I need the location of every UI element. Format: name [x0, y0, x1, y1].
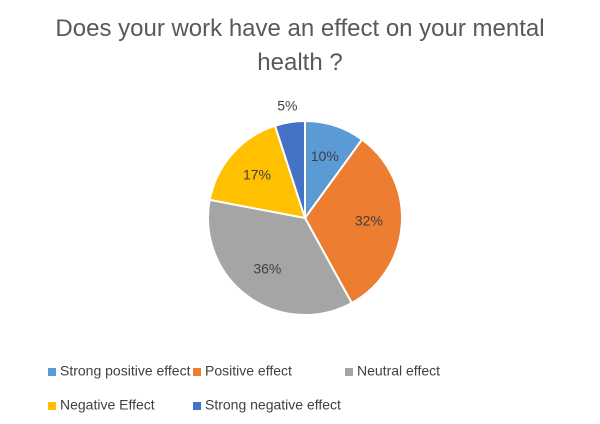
data-label: 5%: [277, 98, 297, 114]
legend-marker: [193, 402, 201, 410]
data-label: 17%: [243, 166, 271, 182]
pie-slice: [208, 124, 307, 220]
legend-marker: [345, 368, 353, 376]
legend-label: Negative Effect: [60, 397, 155, 413]
data-label: 32%: [355, 213, 383, 229]
data-label: 10%: [311, 148, 339, 164]
legend-marker: [193, 368, 201, 376]
pie-slice: [303, 138, 403, 305]
legend-marker: [48, 402, 56, 410]
pie-slice: [207, 198, 354, 316]
legend-label: Positive effect: [205, 363, 292, 379]
legend-label: Strong positive effect: [60, 363, 191, 379]
pie-slice: [273, 119, 306, 219]
legend-label: Strong negative effect: [205, 397, 341, 413]
legend-label: Neutral effect: [357, 363, 440, 379]
data-label: 36%: [253, 260, 281, 276]
legend-marker: [48, 368, 56, 376]
chart-title: Does your work have an effect on your me…: [55, 15, 545, 76]
